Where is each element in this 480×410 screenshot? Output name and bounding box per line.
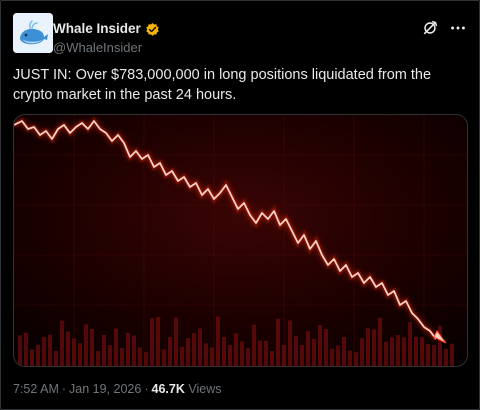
volume-bar: [66, 331, 70, 366]
tweet-media[interactable]: [13, 114, 468, 367]
volume-bar: [144, 352, 148, 366]
volume-bar: [282, 344, 286, 366]
volume-bar: [126, 332, 130, 366]
volume-bar: [270, 350, 274, 366]
volume-bar: [294, 336, 298, 366]
author-display-name-row[interactable]: Whale Insider: [53, 21, 160, 37]
volume-bar: [222, 337, 226, 366]
volume-bar: [84, 324, 88, 366]
meta-separator: ·: [61, 382, 67, 396]
volume-bar: [438, 325, 442, 366]
volume-bar: [96, 351, 100, 366]
author-handle[interactable]: @WhaleInsider: [53, 40, 143, 55]
whale-logo-icon: [13, 13, 53, 53]
volume-bar: [396, 335, 400, 366]
trend-line: [14, 120, 437, 340]
volume-bar: [162, 349, 166, 366]
chart-grid: [14, 115, 467, 366]
volume-bar: [138, 347, 142, 366]
volume-bar: [264, 340, 268, 366]
volume-bars: [18, 316, 454, 366]
tweet-meta: 7:52 AM · Jan 19, 2026 · 46.7K Views: [13, 381, 221, 397]
volume-bar: [24, 332, 28, 366]
avatar[interactable]: [13, 13, 53, 53]
volume-bar: [114, 328, 118, 366]
volume-bar: [348, 350, 352, 366]
volume-bar: [258, 340, 262, 366]
volume-bar: [414, 336, 418, 366]
volume-bar: [216, 316, 220, 366]
volume-bar: [168, 337, 172, 366]
volume-bar: [180, 346, 184, 366]
volume-bar: [390, 337, 394, 366]
volume-bar: [336, 345, 340, 366]
volume-bar: [108, 345, 112, 366]
volume-bar: [426, 343, 430, 366]
volume-bar: [210, 347, 214, 366]
views-label: Views: [188, 382, 222, 396]
volume-bar: [378, 317, 382, 366]
author-names: Whale Insider @WhaleInsider: [53, 20, 160, 56]
volume-bar: [342, 336, 346, 366]
volume-bar: [198, 328, 202, 366]
volume-bar: [150, 318, 154, 366]
volume-bar: [36, 344, 40, 366]
volume-bar: [276, 318, 280, 366]
volume-bar: [78, 343, 82, 366]
tweet-text: JUST IN: Over $783,000,000 in long posit…: [13, 67, 432, 103]
volume-bar: [318, 325, 322, 366]
volume-bar: [306, 331, 310, 366]
volume-bar: [132, 335, 136, 366]
tweet-time[interactable]: 7:52 AM: [13, 382, 59, 396]
volume-bar: [366, 328, 370, 366]
volume-bar: [174, 317, 178, 366]
verified-badge-icon: [146, 22, 159, 36]
volume-bar: [252, 324, 256, 366]
volume-bar: [192, 333, 196, 366]
volume-bar: [156, 317, 160, 366]
volume-bar: [54, 351, 58, 366]
volume-bar: [432, 345, 436, 366]
volume-bar: [324, 329, 328, 366]
downtrend-chart-image: [14, 115, 467, 366]
tweet-date[interactable]: Jan 19, 2026: [69, 382, 142, 396]
grok-slash-icon[interactable]: [421, 19, 439, 37]
volume-bar: [354, 352, 358, 366]
volume-bar: [384, 341, 388, 366]
volume-bar: [372, 329, 376, 366]
volume-bar: [42, 337, 46, 366]
volume-bar: [60, 320, 64, 366]
volume-bar: [246, 348, 250, 366]
volume-bar: [48, 334, 52, 366]
volume-bar: [120, 347, 124, 366]
volume-bar: [228, 345, 232, 366]
volume-bar: [234, 333, 238, 366]
views-count: 46.7K: [151, 382, 185, 396]
volume-bar: [330, 348, 334, 366]
header-actions: [421, 19, 467, 37]
volume-bar: [312, 338, 316, 366]
volume-bar: [90, 329, 94, 366]
volume-bar: [450, 343, 454, 366]
volume-bar: [288, 320, 292, 366]
volume-bar: [360, 338, 364, 366]
volume-bar: [402, 337, 406, 366]
volume-bar: [102, 335, 106, 366]
volume-bar: [18, 335, 22, 366]
volume-bar: [30, 349, 34, 366]
volume-bar: [444, 348, 448, 366]
more-dots-icon[interactable]: [449, 19, 467, 37]
meta-separator: ·: [144, 382, 149, 396]
tweet-header: Whale Insider @WhaleInsider: [13, 13, 467, 57]
volume-bar: [204, 343, 208, 366]
volume-bar: [72, 338, 76, 366]
volume-bar: [300, 345, 304, 366]
author-display-name[interactable]: Whale Insider: [53, 21, 141, 36]
trend-arrow-head: [433, 330, 447, 344]
volume-bar: [420, 337, 424, 366]
volume-bar: [186, 338, 190, 366]
volume-bar: [408, 322, 412, 366]
volume-bar: [240, 341, 244, 366]
